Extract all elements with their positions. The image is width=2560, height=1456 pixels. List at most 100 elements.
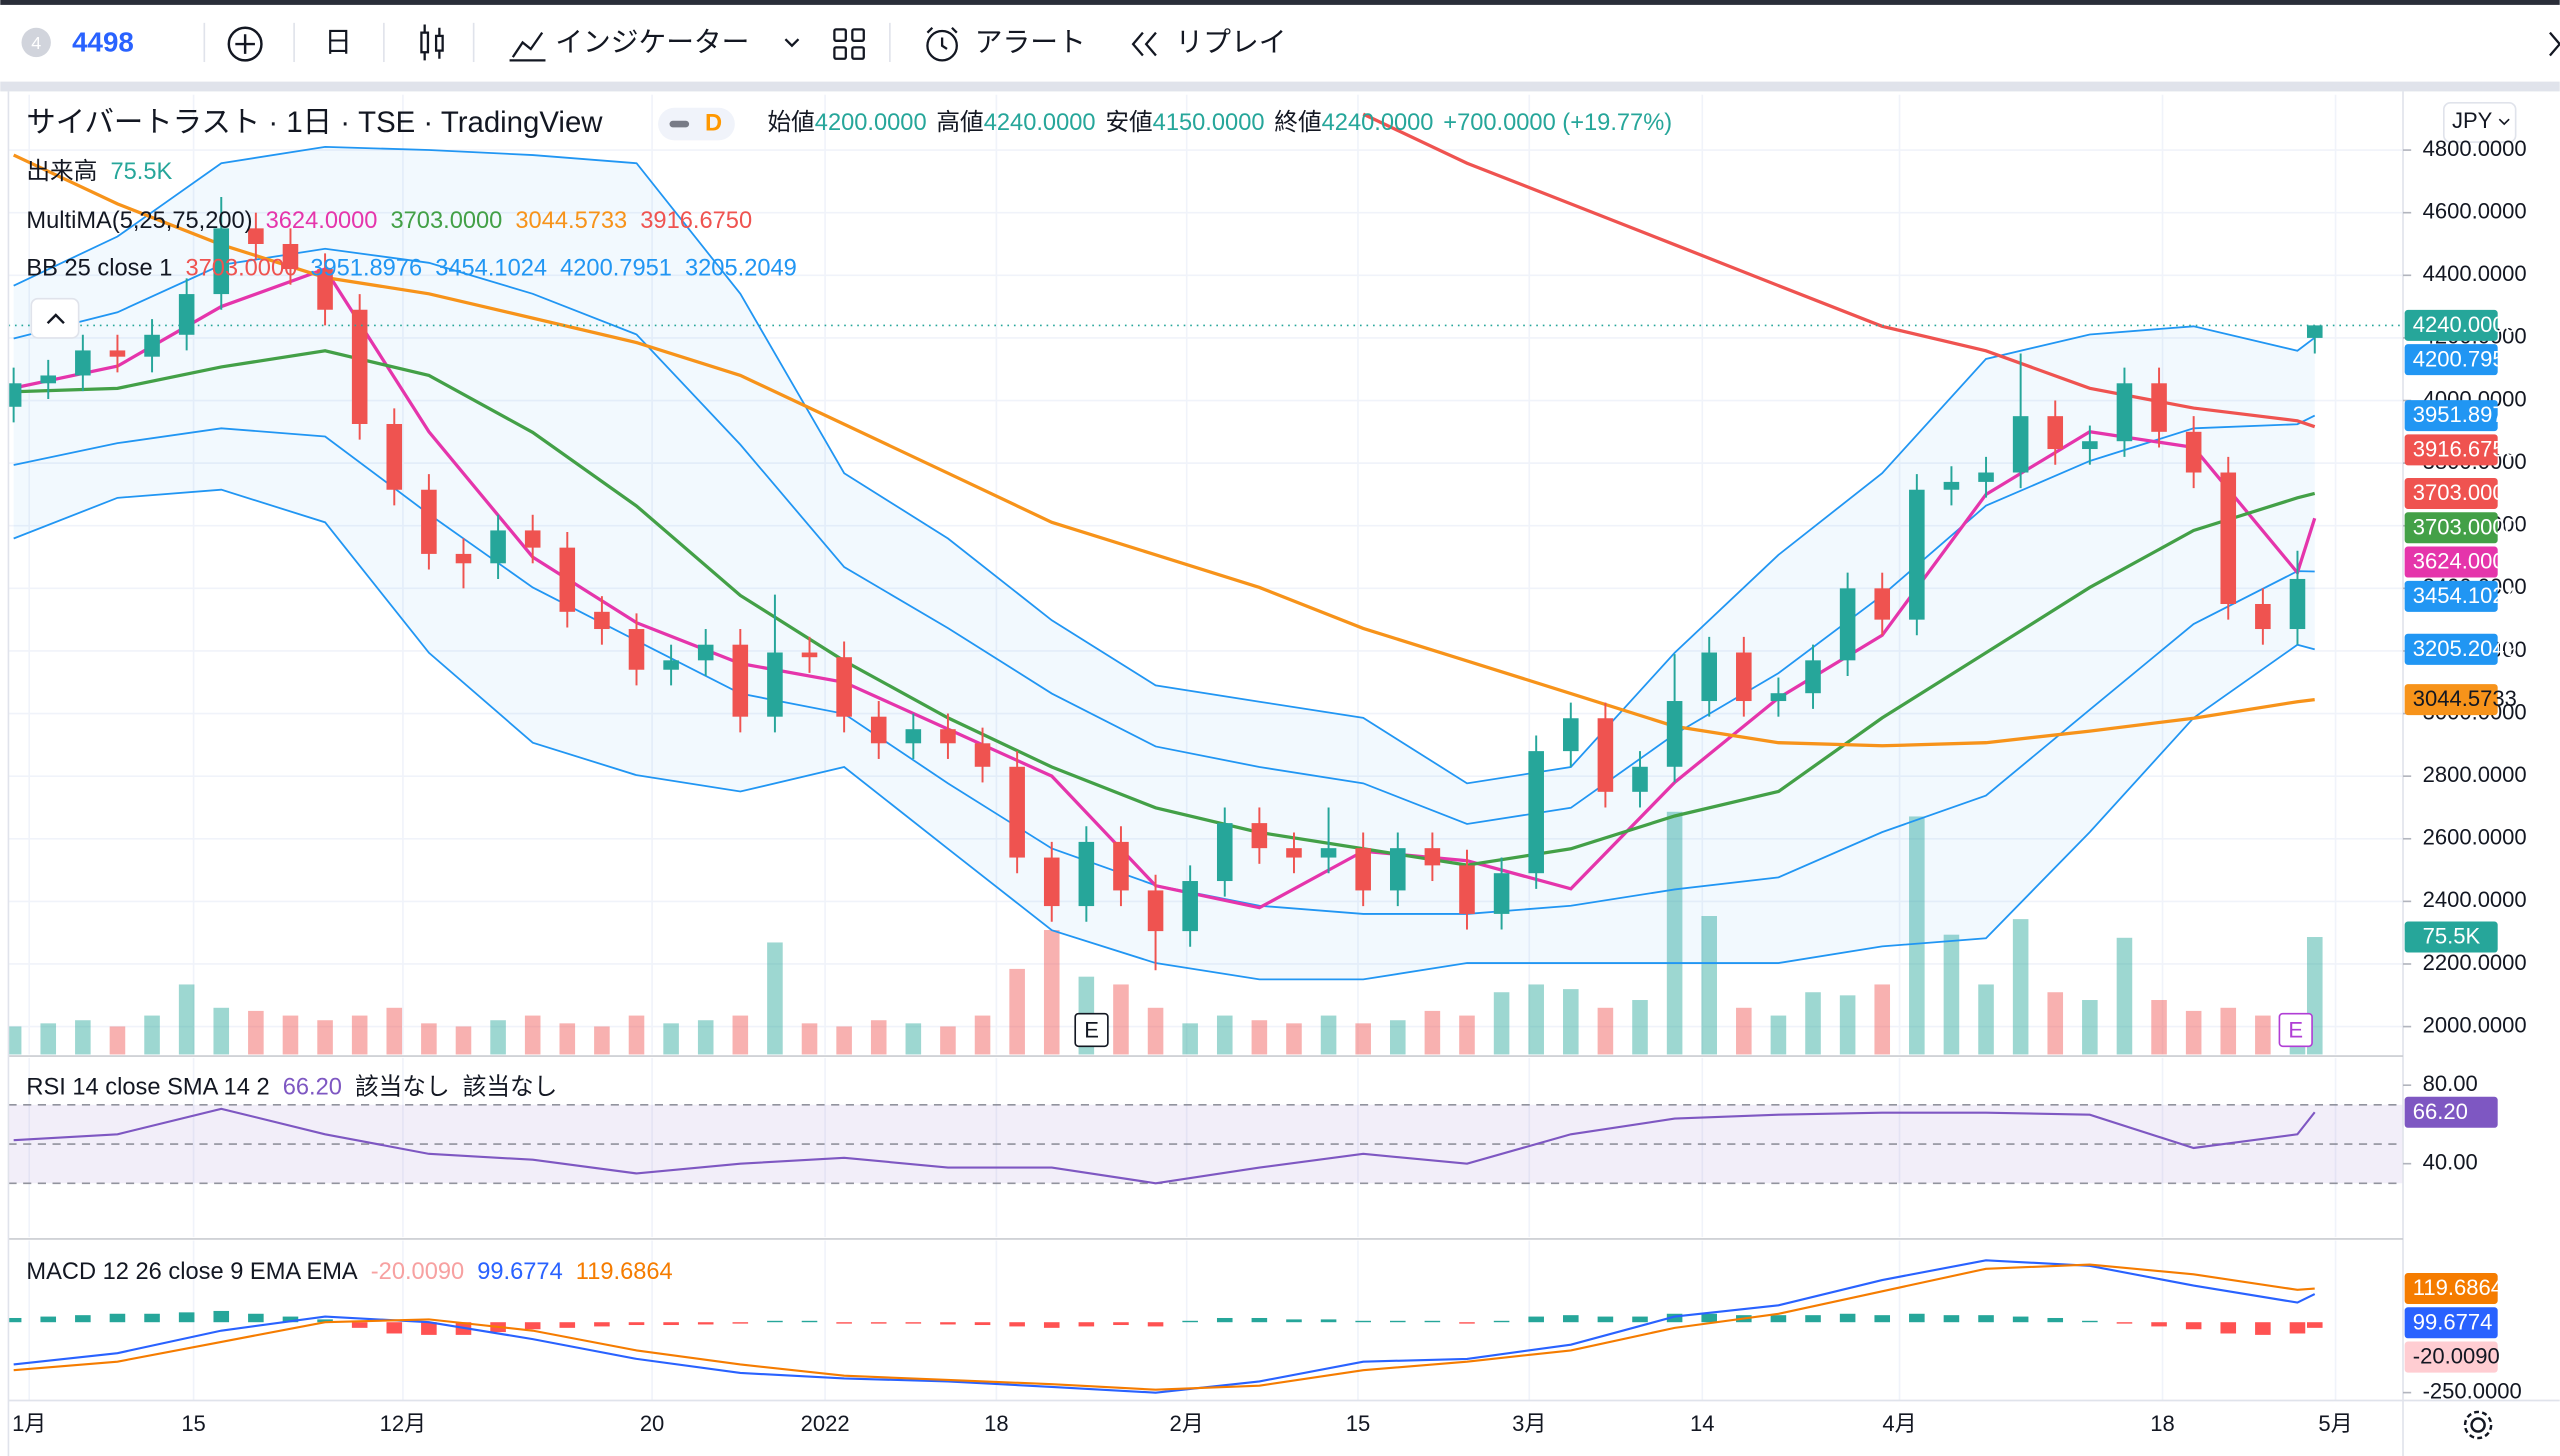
alert-icon[interactable] <box>926 26 958 62</box>
x-tick-label: 5月 <box>2318 1411 2352 1436</box>
macd-histogram <box>2306 1322 2323 1328</box>
x-tick-label: 3月 <box>1512 1411 1546 1436</box>
macd-histogram <box>1528 1316 1544 1323</box>
macd-histogram <box>1459 1322 1475 1324</box>
earnings-marker <box>2278 1012 2313 1048</box>
candle-body <box>2255 603 2271 630</box>
price-tag <box>2404 309 2498 341</box>
volume-bar <box>1459 1015 1475 1055</box>
legend-value: 3703.0000 <box>391 208 503 234</box>
macd-histogram <box>75 1315 91 1323</box>
price-tag-label: 3951.8976 <box>2413 402 2517 427</box>
candle-body <box>2220 472 2237 604</box>
volume-bar <box>1597 1007 1614 1055</box>
volume-bar <box>2220 1007 2237 1055</box>
top-edge <box>0 0 2560 5</box>
volume-bar <box>490 1020 506 1055</box>
chart-type-button[interactable] <box>420 24 444 61</box>
ohlc-label: 安値 <box>1105 109 1152 136</box>
ma-line <box>13 267 2317 910</box>
price-tag <box>2404 1096 2498 1128</box>
volume-bar <box>455 1026 472 1055</box>
legend-value: 99.6774 <box>477 1259 563 1285</box>
y-tick-label: 4800.0000 <box>2423 136 2527 161</box>
status-dash <box>669 120 690 128</box>
candle-body <box>1839 588 1856 661</box>
layout-button[interactable] <box>833 28 865 60</box>
candle-body <box>1043 857 1060 907</box>
currency-button[interactable]: JPY <box>2443 102 2517 143</box>
symbol-badge: 4 <box>31 33 41 53</box>
legend-label: MACD 12 26 close 9 EMA EMA <box>26 1259 358 1285</box>
y-tick-label: 2400.0000 <box>2423 887 2527 912</box>
legend: BB 25 close 1 3703.0000 3951.8976 3454.1024… <box>26 256 796 282</box>
x-tick-label: 2月 <box>1170 1411 1204 1436</box>
volume-bar <box>594 1026 610 1055</box>
candle-body <box>1666 701 1683 767</box>
collapse-button[interactable] <box>30 297 80 339</box>
replay-button[interactable]: リプレイ <box>1176 26 1287 57</box>
add-symbol-button[interactable] <box>227 26 263 62</box>
volume-bar <box>1701 916 1717 1055</box>
symbol[interactable]: 4498 <box>72 26 134 57</box>
macd-histogram <box>351 1322 368 1328</box>
settings-button[interactable] <box>2463 1410 2493 1440</box>
chevron[interactable] <box>784 38 800 48</box>
alert-button[interactable]: アラート <box>975 26 1086 57</box>
volume-bar <box>524 1015 541 1055</box>
currency: JPY <box>2452 108 2493 133</box>
replay-icon[interactable] <box>1131 31 1157 57</box>
symbol-icon[interactable] <box>21 27 51 58</box>
volume-bar <box>1528 984 1544 1055</box>
candle-body <box>974 743 991 767</box>
volume-bar <box>1424 1010 1441 1055</box>
legend: MACD 12 26 close 9 EMA EMA -20.0090 99.677… <box>26 1259 672 1285</box>
ohlc-value: 4240.0000 <box>984 110 1096 136</box>
price-tag <box>2404 1341 2498 1373</box>
macd-histogram <box>663 1322 679 1326</box>
price-tag-label: 3205.2049 <box>2413 636 2517 661</box>
indicators-icon[interactable] <box>509 31 546 62</box>
earnings-marker <box>1074 1012 1109 1048</box>
price-tag <box>2404 400 2498 432</box>
x-tick-label: 2022 <box>801 1411 850 1436</box>
macd-histogram <box>1113 1322 1129 1326</box>
macd-histogram <box>8 1317 22 1323</box>
macd-histogram <box>2151 1322 2167 1327</box>
macd-histogram <box>732 1322 749 1324</box>
interval-badge: D <box>705 110 722 136</box>
candle-body <box>940 729 956 744</box>
volume-bar <box>1874 984 1891 1055</box>
ma-line <box>12 153 2315 748</box>
macd-histogram <box>1632 1316 1648 1323</box>
candle-body <box>836 657 852 717</box>
interval-button[interactable]: 日 <box>324 26 352 57</box>
price-tag <box>2404 477 2498 509</box>
volume-bar <box>317 1020 333 1055</box>
candle-body <box>767 652 783 717</box>
candle-body <box>1563 718 1579 752</box>
volume-bar <box>248 1010 264 1055</box>
volume-bar <box>2185 1010 2202 1055</box>
volume-bar <box>1389 1020 1406 1055</box>
volume-bar <box>282 1015 299 1055</box>
candle-body <box>870 716 887 744</box>
macd-histogram <box>1078 1322 1095 1327</box>
indicators-button[interactable]: インジケーター <box>555 26 749 57</box>
x-tick-label: 20 <box>640 1411 665 1436</box>
macd-histogram <box>836 1322 852 1324</box>
volume-bar <box>109 1026 126 1055</box>
macd-histogram <box>940 1322 956 1325</box>
macd-histogram <box>870 1322 887 1324</box>
price-tag-label: 66.20 <box>2413 1099 2468 1124</box>
volume-bar <box>40 1023 57 1055</box>
macd-histogram <box>1701 1313 1717 1323</box>
macd-histogram <box>697 1322 714 1325</box>
candle-body <box>1597 718 1614 792</box>
macd-histogram <box>1839 1313 1856 1323</box>
volume-bar <box>870 1020 887 1055</box>
macd-histogram <box>1355 1320 1371 1323</box>
legend-value: 3703.0000 <box>185 256 297 282</box>
macd-histogram <box>1286 1319 1302 1323</box>
x-tick-label: 18 <box>2150 1411 2175 1436</box>
